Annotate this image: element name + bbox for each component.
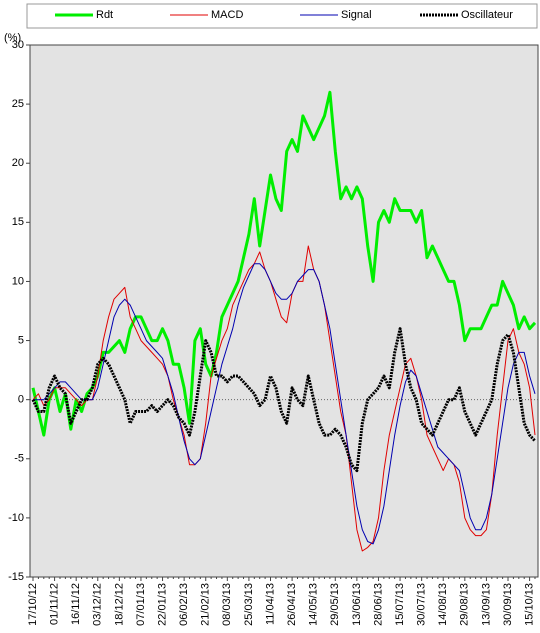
x-tick-label: 28/06/13 [372, 583, 384, 626]
y-tick-label: 0 [18, 394, 24, 406]
series-line [31, 90, 537, 437]
legend-label: MACD [211, 9, 243, 21]
y-tick-label: 30 [12, 39, 24, 51]
x-tick-label: 29/05/13 [329, 583, 341, 626]
plot-area [29, 44, 539, 578]
x-tick-label: 15/10/13 [524, 583, 536, 626]
y-tick-label: -15 [8, 571, 24, 583]
x-tick-label: 26/04/13 [286, 583, 298, 626]
x-tick-label: 13/09/13 [480, 583, 492, 626]
x-tick-label: 07/01/13 [135, 583, 147, 626]
legend-label: Signal [341, 9, 372, 21]
x-tick-label: 22/01/13 [156, 583, 168, 626]
x-tick-label: 29/08/13 [459, 583, 471, 626]
x-tick-label: 15/07/13 [394, 583, 406, 626]
x-tick-label: 18/12/12 [113, 583, 125, 626]
x-tick-label: 14/08/13 [437, 583, 449, 626]
y-tick-label: -5 [14, 453, 24, 465]
series-line [31, 327, 537, 473]
y-tick-label: 5 [18, 334, 24, 346]
x-tick-label: 25/03/13 [243, 583, 255, 626]
y-tick-label: -10 [8, 512, 24, 524]
x-tick-label: 16/11/12 [70, 583, 82, 625]
y-tick-label: 25 [12, 98, 24, 110]
x-tick-label: 17/10/12 [27, 583, 39, 626]
x-tick-label: 06/02/13 [178, 583, 190, 626]
y-tick-label: 15 [12, 216, 24, 228]
x-tick-label: 03/12/12 [92, 583, 104, 626]
x-tick-label: 13/06/13 [351, 583, 363, 626]
x-tick-label: 30/09/13 [502, 583, 514, 626]
x-tick-label: 11/04/13 [264, 583, 276, 625]
y-tick-label: 10 [12, 275, 24, 287]
y-axis-label: (%) [4, 32, 21, 44]
legend-label: Oscillateur [461, 9, 513, 21]
x-tick-label: 08/03/13 [221, 583, 233, 626]
x-tick-label: 30/07/13 [416, 583, 428, 626]
series-line [33, 263, 536, 545]
y-tick-label: 20 [12, 157, 24, 169]
legend-label: Rdt [96, 9, 113, 21]
x-tick-label: 01/11/12 [48, 583, 60, 625]
x-tick-label: 21/02/13 [200, 583, 212, 626]
x-tick-label: 14/05/13 [308, 583, 320, 626]
